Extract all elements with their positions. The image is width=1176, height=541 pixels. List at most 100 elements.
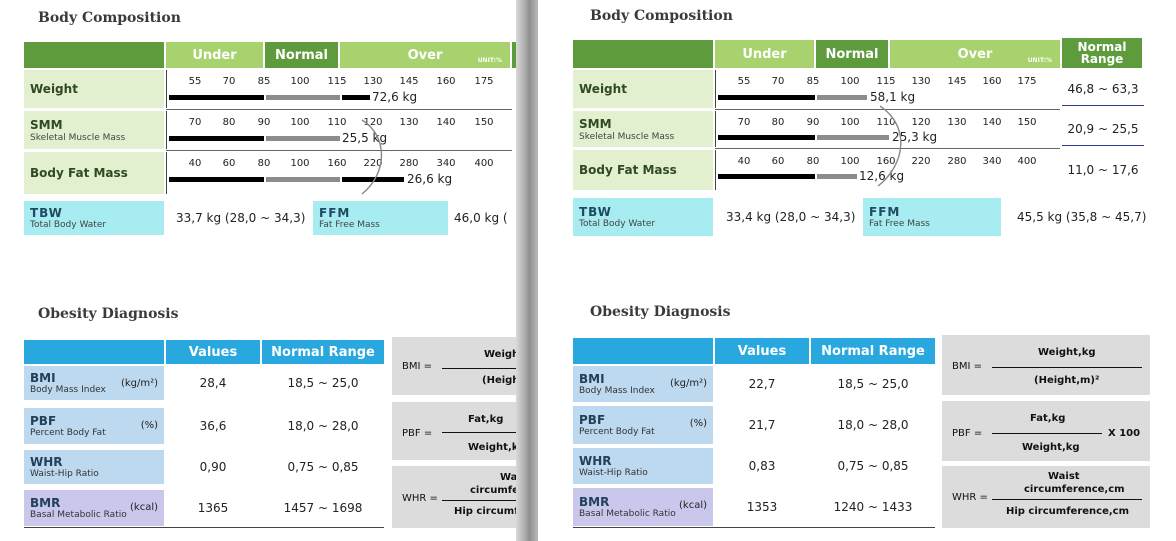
ob-sub: Basal Metabolic Ratio xyxy=(579,509,676,519)
ob-row-bmi-label: BMI Body Mass Index (kg/m²) xyxy=(24,366,164,400)
ob-row-whr-label: WHR Waist-Hip Ratio xyxy=(24,450,164,484)
header-label-col xyxy=(24,42,164,68)
tick: 340 xyxy=(436,158,456,169)
ob-unit: (%) xyxy=(689,418,707,429)
ob-label: WHR xyxy=(30,455,63,469)
weight-scale: 55 70 85 100 115 130 145 160 175 58,1 kg xyxy=(715,70,1060,108)
bar-under xyxy=(718,135,815,140)
formula-den: Hip circumference,cm xyxy=(1006,506,1130,517)
body-composition-title: Body Composition xyxy=(38,10,181,26)
ob-range: 1457 ~ 1698 xyxy=(283,501,363,515)
tick: 175 xyxy=(474,76,494,87)
ob-label: WHR xyxy=(579,454,612,468)
ob-sub: Percent Body Fat xyxy=(30,428,106,438)
unit-label: UNIT:% xyxy=(477,57,502,64)
tick: 280 xyxy=(399,158,419,169)
tick: 40 xyxy=(188,158,202,169)
ffm-title: FFM xyxy=(869,205,901,219)
bar-under xyxy=(169,177,264,182)
formula-num2: circumference,cm xyxy=(1024,484,1125,495)
tick: 220 xyxy=(363,158,383,169)
header-under: Under xyxy=(166,42,263,68)
tick: 175 xyxy=(1017,76,1037,87)
tick: 400 xyxy=(1017,156,1037,167)
tick: 130 xyxy=(363,76,383,87)
header-over-label: Over xyxy=(407,47,443,63)
ob-range: 18,0 ~ 28,0 xyxy=(287,419,359,433)
body-composition-title: Body Composition xyxy=(590,8,733,24)
row-divider xyxy=(166,150,512,151)
tick: 70 xyxy=(771,76,785,87)
bfm-value: 26,6 kg xyxy=(407,172,453,186)
bar-over xyxy=(342,95,370,100)
formula-num: Fat,kg xyxy=(468,414,504,425)
row-divider xyxy=(715,148,1060,149)
ob-header-label-col xyxy=(573,338,713,364)
formula-num: Weight,kg xyxy=(1038,347,1096,358)
tbw-value: 33,7 kg (28,0 ~ 34,3) xyxy=(176,211,306,225)
ob-label: BMI xyxy=(579,372,605,386)
tbw-label: TBW Total Body Water xyxy=(24,201,164,235)
formula-den: Weight,kg xyxy=(1022,442,1080,453)
tick: 160 xyxy=(876,156,896,167)
ob-header-label-col xyxy=(24,340,164,364)
ob-label: BMR xyxy=(30,496,61,510)
tick: 100 xyxy=(840,156,860,167)
bar-normal xyxy=(817,135,889,140)
formula-suffix: X 100 xyxy=(1108,428,1141,439)
ob-label: PBF xyxy=(30,414,57,428)
ob-label: BMR xyxy=(579,495,610,509)
ob-range: 18,5 ~ 25,0 xyxy=(287,376,359,390)
formula-num: Fat,kg xyxy=(1030,413,1066,424)
ob-label: PBF xyxy=(579,413,606,427)
row-label: SMM xyxy=(30,117,63,132)
tick: 160 xyxy=(436,76,456,87)
header-over-label: Over xyxy=(957,46,993,62)
formula-lhs: WHR = xyxy=(402,493,438,504)
bar-under xyxy=(169,95,264,100)
row-weight-label: Weight xyxy=(24,70,164,108)
smm-scale: 70 80 90 100 110 120 130 140 150 25,3 kg xyxy=(715,111,1060,147)
formula-bar xyxy=(442,500,516,501)
tick: 110 xyxy=(876,117,896,128)
formula-lhs: BMI = xyxy=(402,361,432,372)
tick: 130 xyxy=(399,117,419,128)
bar-under xyxy=(718,95,815,100)
ob-value: 21,7 xyxy=(748,418,776,432)
tick: 140 xyxy=(436,117,456,128)
formula-bar xyxy=(992,367,1142,368)
ob-range: 18,0 ~ 28,0 xyxy=(837,418,909,432)
tick: 60 xyxy=(771,156,785,167)
header-over: Over UNIT:% xyxy=(890,40,1060,68)
tick: 100 xyxy=(290,158,310,169)
unit-label: UNIT:% xyxy=(1027,57,1052,64)
ob-value: 22,7 xyxy=(748,377,776,391)
tick: 115 xyxy=(876,76,896,87)
ob-row-bmr-label: BMR Basal Metabolic Ratio (kcal) xyxy=(24,490,164,526)
row-label: Weight xyxy=(30,82,78,96)
ob-sub: Basal Metabolic Ratio xyxy=(30,510,127,520)
ob-row-pbf-label: PBF Percent Body Fat (%) xyxy=(573,406,713,444)
ffm-sub: Fat Free Mass xyxy=(869,219,930,229)
tick: 90 xyxy=(806,117,820,128)
tick: 130 xyxy=(911,76,931,87)
ffm-value: 45,5 kg (35,8 ~ 45,7) xyxy=(1017,210,1147,224)
ob-header-normal: Normal Range xyxy=(262,340,384,364)
ob-bottom-line xyxy=(573,527,935,528)
ob-range: 1240 ~ 1433 xyxy=(833,500,913,514)
tick: 160 xyxy=(982,76,1002,87)
row-divider xyxy=(715,109,1060,110)
report-panel-right: Body Composition Under Normal Over UNIT:… xyxy=(538,0,1176,541)
tick: 120 xyxy=(363,117,383,128)
report-panel-left: Body Composition Under Normal Over UNIT:… xyxy=(0,0,516,541)
tick: 70 xyxy=(222,76,236,87)
ob-unit: (%) xyxy=(140,420,158,431)
curve-mark xyxy=(877,105,902,187)
tick: 280 xyxy=(947,156,967,167)
formula-bmi: BMI = Weigh (Heigh xyxy=(392,337,516,395)
ob-label: BMI xyxy=(30,371,56,385)
tick: 80 xyxy=(806,156,820,167)
ob-range: 18,5 ~ 25,0 xyxy=(837,377,909,391)
ob-sub: Body Mass Index xyxy=(579,386,655,396)
ob-value: 1353 xyxy=(746,500,778,514)
